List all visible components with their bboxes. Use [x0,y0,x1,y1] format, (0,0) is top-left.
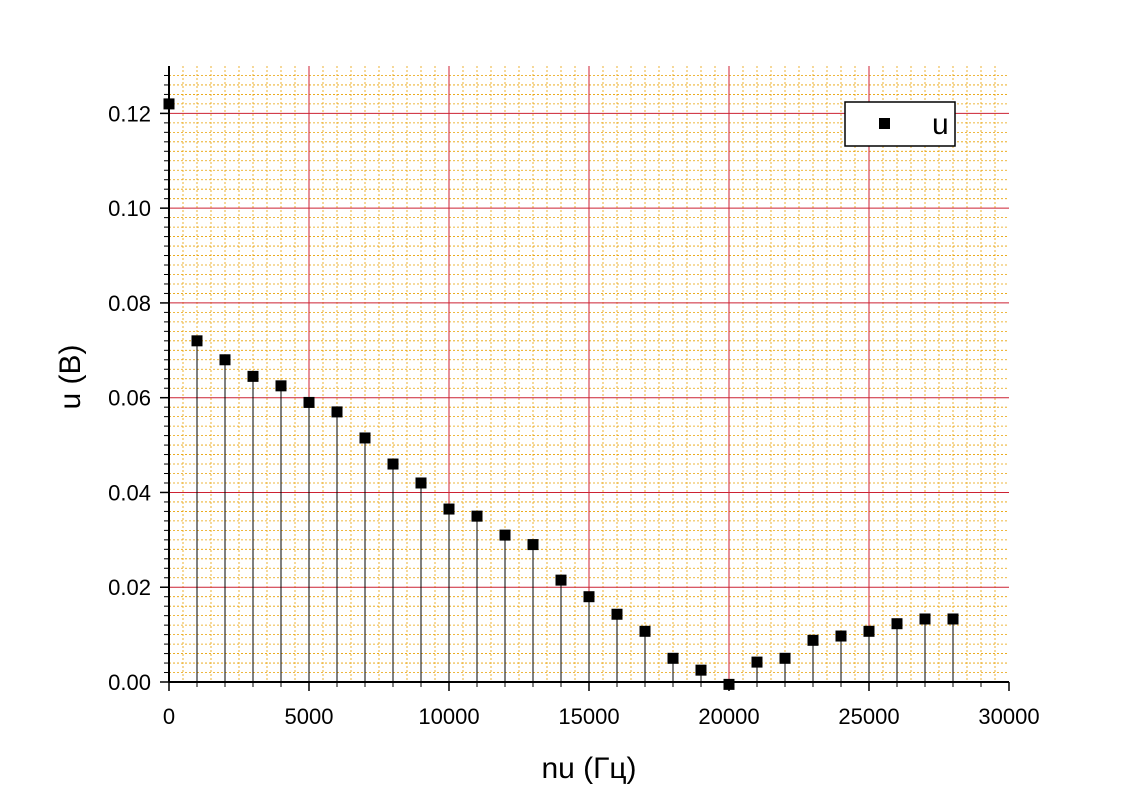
data-point [947,613,959,625]
x-tick-label: 25000 [838,704,899,729]
data-point [695,664,707,676]
data-point [527,539,539,551]
data-point [275,380,287,392]
data-point [499,529,511,541]
y-tick-label: 0.08 [108,291,151,316]
x-tick-label: 0 [163,704,175,729]
x-tick-label: 20000 [698,704,759,729]
data-point [359,432,371,444]
data-point [471,510,483,522]
data-point [555,574,567,586]
data-point [611,608,623,620]
data-point [303,396,315,408]
data-point [639,625,651,637]
data-point [219,354,231,366]
y-tick-label: 0.00 [108,670,151,695]
data-point [415,477,427,489]
x-axis-ticks: 0 5000 10000 15000 20000 25000 30000 [163,682,1040,729]
x-tick-label: 5000 [285,704,334,729]
data-point [835,630,847,642]
stems [168,103,954,685]
legend-marker [879,118,890,129]
data-point [751,656,763,668]
y-tick-label: 0.02 [108,575,151,600]
data-point [779,652,791,664]
y-tick-label: 0.10 [108,196,151,221]
data-point [191,335,203,347]
data-point [919,613,931,625]
legend-label-u: u [932,108,949,141]
y-axis-title: u (B) [54,344,87,409]
x-axis-title: nu (Гц) [541,752,636,785]
y-tick-label: 0.06 [108,386,151,411]
data-point [583,591,595,603]
data-point [667,652,679,664]
data-point [247,370,259,382]
y-tick-label: 0.12 [108,101,151,126]
x-tick-label: 15000 [558,704,619,729]
data-point [443,503,455,515]
x-tick-label: 30000 [978,704,1039,729]
data-point [807,634,819,646]
y-axis-ticks: 0.00 0.02 0.04 0.06 0.08 0.10 0.12 [108,74,169,695]
x-tick-label: 10000 [418,704,479,729]
data-point [891,618,903,630]
data-point [387,458,399,470]
data-point [863,625,875,637]
data-point [331,406,343,418]
legend-box [844,101,956,147]
y-tick-label: 0.04 [108,480,151,505]
legend: u [844,101,956,147]
